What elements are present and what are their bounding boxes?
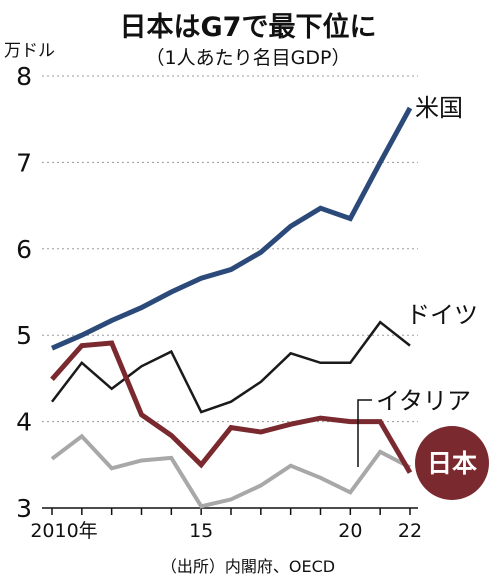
series-line-ドイツ (51, 320, 411, 414)
series-label-japan: 日本 (427, 449, 477, 478)
x-axis: 2010年 15 20 22 (30, 507, 422, 542)
series-label-italy: イタリア (376, 387, 471, 415)
y-tick-label: 8 (16, 62, 32, 91)
y-tick-label: 6 (16, 235, 32, 264)
x-tick-label: 22 (398, 520, 422, 542)
series-lines (50, 106, 413, 509)
series-line-米国 (51, 106, 413, 351)
chart-title: 日本はG7で最下位に (120, 11, 377, 43)
series-line-イタリア (50, 433, 411, 509)
japan-label-badge (415, 426, 489, 500)
x-tick-label: 15 (189, 520, 213, 542)
series-label-usa: 米国 (415, 94, 463, 122)
italy-leader-line (357, 399, 372, 467)
grid (42, 75, 418, 423)
x-tick-label: 20 (338, 520, 362, 542)
source-note: （出所）内閣府、OECD (161, 557, 335, 576)
x-tick-label: 2010年 (30, 520, 97, 542)
series-line-日本 (50, 340, 413, 474)
y-axis-label: 万ドル (4, 41, 55, 61)
y-tick-label: 3 (16, 494, 32, 523)
y-tick-labels: 3 4 5 6 7 8 (16, 62, 32, 523)
y-tick-label: 5 (16, 321, 32, 350)
chart-subtitle: （1人あたり名目GDP） (146, 47, 351, 69)
y-tick-label: 4 (16, 408, 32, 437)
y-tick-label: 7 (16, 148, 32, 177)
series-label-germany: ドイツ (406, 301, 478, 329)
